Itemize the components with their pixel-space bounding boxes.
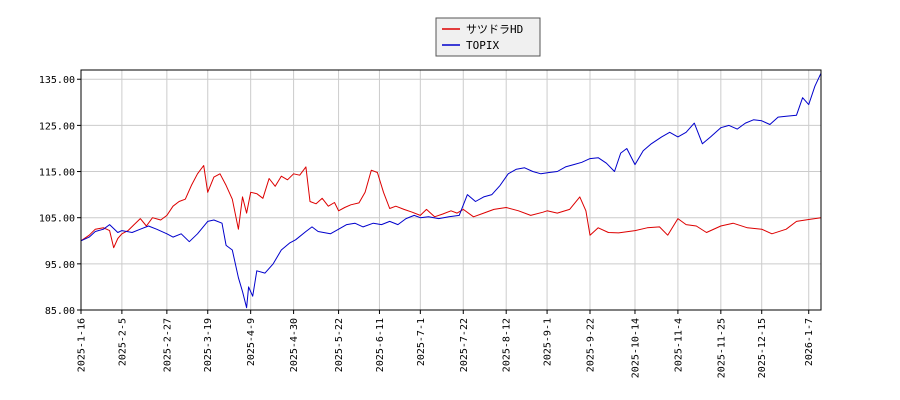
series-layer xyxy=(80,72,822,309)
plot-area xyxy=(81,70,821,310)
x-tick-label: 2025-7-1 xyxy=(416,318,427,366)
series-line-topix xyxy=(80,72,822,309)
y-axis: 85.00 95.00 105.00 115.00 125.00 135.00 xyxy=(39,75,81,317)
x-tick-label: 2025-1-16 xyxy=(77,318,88,372)
x-axis: 2025-1-16 2025-2-5 2025-2-27 2025-3-19 2025-… xyxy=(77,310,815,378)
x-tick-label: 2025-9-22 xyxy=(586,318,597,372)
x-tick-label: 2025-9-1 xyxy=(543,318,554,366)
legend-box xyxy=(435,17,541,57)
legend-label-satudora: サツドラHD xyxy=(466,23,523,36)
x-tick-label: 2025-4-9 xyxy=(246,318,257,366)
grid xyxy=(80,70,821,311)
y-tick-label: 105.00 xyxy=(39,214,75,225)
y-tick-label: 95.00 xyxy=(45,260,75,271)
y-tick-label: 85.00 xyxy=(45,306,75,317)
legend-label-topix: TOPIX xyxy=(466,39,499,52)
x-tick-label: 2025-11-4 xyxy=(673,318,684,372)
plot-frame xyxy=(80,69,822,311)
x-tick-label: 2025-8-12 xyxy=(502,318,513,372)
x-tick-label: 2025-11-25 xyxy=(716,318,727,378)
x-tick-label: 2025-2-27 xyxy=(162,318,173,372)
y-tick-label: 135.00 xyxy=(39,75,75,86)
x-tick-label: 2025-5-22 xyxy=(334,318,345,372)
x-tick-label: 2026-1-7 xyxy=(804,318,815,366)
x-tick-label: 2025-6-11 xyxy=(375,318,386,372)
x-tick-label: 2025-7-22 xyxy=(459,318,470,372)
series-line-satudora xyxy=(80,165,822,249)
legend: サツドラHD TOPIX xyxy=(435,17,541,57)
x-tick-label: 2025-4-30 xyxy=(289,318,300,372)
x-tick-label: 2025-2-5 xyxy=(117,318,128,366)
x-tick-label: 2025-10-14 xyxy=(630,318,641,378)
y-tick-label: 115.00 xyxy=(39,168,75,179)
y-tick-label: 125.00 xyxy=(39,121,75,132)
x-tick-label: 2025-3-19 xyxy=(203,318,214,372)
x-tick-label: 2025-12-15 xyxy=(757,318,768,378)
